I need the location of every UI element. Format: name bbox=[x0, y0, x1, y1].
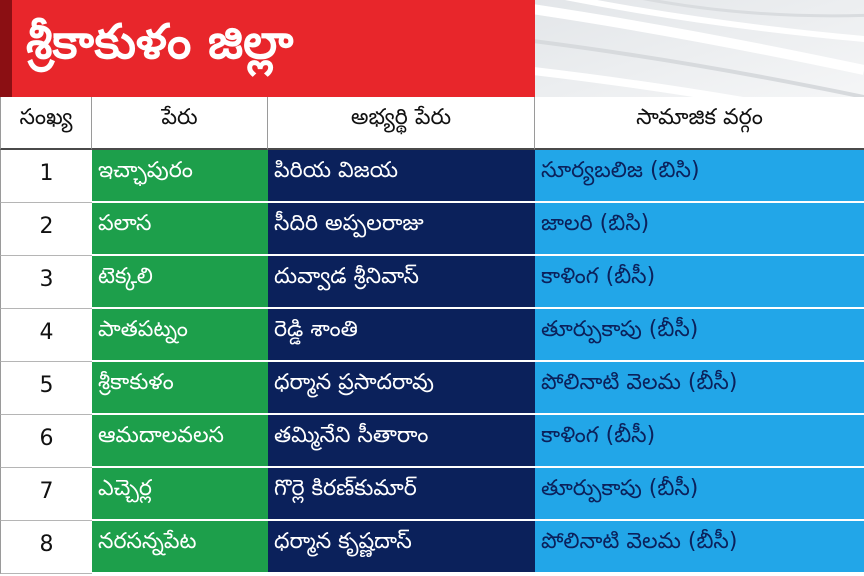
decorative-swoosh bbox=[535, 4, 864, 75]
page-title: శ్రీకాకుళం జిల్లా bbox=[26, 14, 294, 70]
header-candidate: అభ్యర్థి పేరు bbox=[268, 97, 535, 150]
cell-constituency: ఇచ్ఛాపురం bbox=[92, 150, 268, 203]
banner-red-block bbox=[0, 0, 535, 97]
header-constituency: పేరు bbox=[92, 97, 268, 150]
cell-candidate: రెడ్డి శాంతి bbox=[268, 309, 535, 362]
cell-candidate: సీదిరి అప్పలరాజు bbox=[268, 203, 535, 256]
cell-social-category: పోలినాటి వెలమ (బీసీ) bbox=[535, 521, 864, 574]
cell-candidate: తమ్మినేని సీతారాం bbox=[268, 415, 535, 468]
decorative-background bbox=[535, 0, 864, 97]
header-social-category: సామాజిక వర్గం bbox=[535, 97, 864, 150]
cell-serial-number: 4 bbox=[0, 309, 92, 362]
cell-candidate: దువ్వాడ శ్రీనివాస్ bbox=[268, 256, 535, 309]
decorative-swoosh bbox=[642, 0, 864, 18]
table-row: 8 నరసన్నపేట ధర్మాన కృష్ణదాస్ పోలినాటి వె… bbox=[0, 521, 864, 574]
cell-candidate: ధర్మాన ప్రసాదరావు bbox=[268, 362, 535, 415]
cell-serial-number: 2 bbox=[0, 203, 92, 256]
cell-constituency: పాతపట్నం bbox=[92, 309, 268, 362]
cell-social-category: జాలరి (బిసి) bbox=[535, 203, 864, 256]
cell-constituency: పలాస bbox=[92, 203, 268, 256]
page-banner: శ్రీకాకుళం జిల్లా bbox=[0, 0, 864, 97]
candidate-table: సంఖ్య పేరు అభ్యర్థి పేరు సామాజిక వర్గం 1… bbox=[0, 97, 864, 574]
cell-social-category: సూర్యబలిజ (బిసి) bbox=[535, 150, 864, 203]
decorative-swoosh bbox=[535, 67, 744, 97]
cell-candidate: గొర్లె కిరణ్‌కుమార్ bbox=[268, 468, 535, 521]
cell-social-category: కాళింగ (బీసీ) bbox=[535, 415, 864, 468]
table-row: 6 ఆమదాలవలస తమ్మినేని సీతారాం కాళింగ (బీస… bbox=[0, 415, 864, 468]
cell-social-category: పోలినాటి వెలమ (బీసీ) bbox=[535, 362, 864, 415]
table-row: 4 పాతపట్నం రెడ్డి శాంతి తూర్పుకాపు (బీసీ… bbox=[0, 309, 864, 362]
cell-social-category: కాళింగ (బీసీ) bbox=[535, 256, 864, 309]
cell-serial-number: 7 bbox=[0, 468, 92, 521]
cell-serial-number: 8 bbox=[0, 521, 92, 574]
cell-serial-number: 3 bbox=[0, 256, 92, 309]
cell-constituency: నరసన్నపేట bbox=[92, 521, 268, 574]
cell-constituency: ఎచ్చెర్ల bbox=[92, 468, 268, 521]
decorative-swoosh bbox=[564, 0, 864, 43]
cell-candidate: ధర్మాన కృష్ణదాస్ bbox=[268, 521, 535, 574]
cell-constituency: శ్రీకాకుళం bbox=[92, 362, 268, 415]
header-serial-number: సంఖ్య bbox=[0, 97, 92, 150]
cell-serial-number: 6 bbox=[0, 415, 92, 468]
cell-social-category: తూర్పుకాపు (బీసీ) bbox=[535, 468, 864, 521]
cell-constituency: ఆమదాలవలస bbox=[92, 415, 268, 468]
table-row: 2 పలాస సీదిరి అప్పలరాజు జాలరి (బిసి) bbox=[0, 203, 864, 256]
table-row: 3 టెక్కలి దువ్వాడ శ్రీనివాస్ కాళింగ (బీస… bbox=[0, 256, 864, 309]
cell-social-category: తూర్పుకాపు (బీసీ) bbox=[535, 309, 864, 362]
cell-constituency: టెక్కలి bbox=[92, 256, 268, 309]
table-row: 7 ఎచ్చెర్ల గొర్లె కిరణ్‌కుమార్ తూర్పుకాప… bbox=[0, 468, 864, 521]
table-row: 1 ఇచ్ఛాపురం పిరియ విజయ సూర్యబలిజ (బిసి) bbox=[0, 150, 864, 203]
table-header: సంఖ్య పేరు అభ్యర్థి పేరు సామాజిక వర్గం bbox=[0, 97, 864, 150]
cell-candidate: పిరియ విజయ bbox=[268, 150, 535, 203]
table-row: 5 శ్రీకాకుళం ధర్మాన ప్రసాదరావు పోలినాటి … bbox=[0, 362, 864, 415]
cell-serial-number: 1 bbox=[0, 150, 92, 203]
banner-accent-strip bbox=[0, 0, 12, 97]
cell-serial-number: 5 bbox=[0, 362, 92, 415]
decorative-swoosh bbox=[535, 39, 864, 97]
